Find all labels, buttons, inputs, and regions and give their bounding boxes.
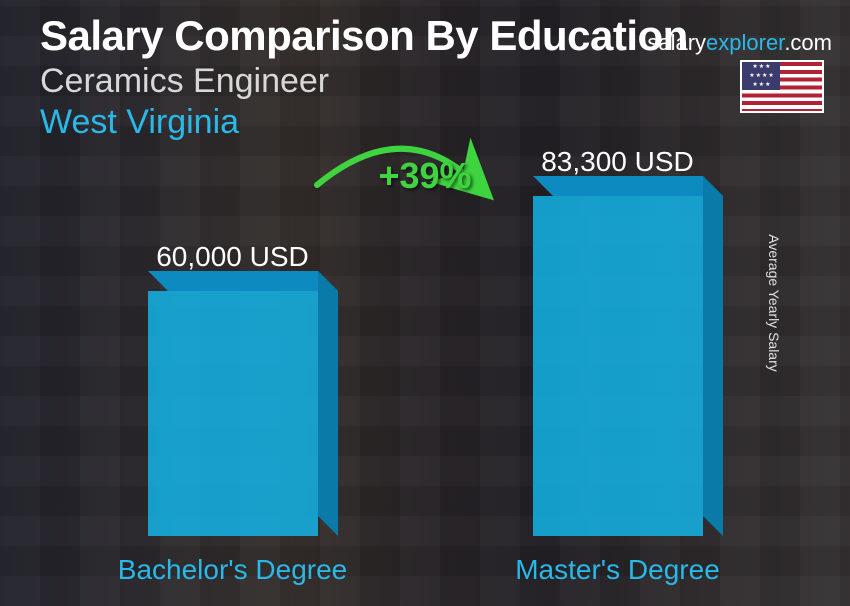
bar-category-label: Bachelor's Degree: [83, 554, 383, 586]
chart-area: +39% 60,000 USD Bachelor's Degree 83,300…: [40, 160, 810, 591]
bar-side-face: [318, 271, 338, 536]
bar-front-face: [533, 196, 703, 536]
chart-subtitle: Ceramics Engineer: [40, 62, 830, 101]
brand-part2: explorer: [706, 30, 784, 55]
bars-container: 60,000 USD Bachelor's Degree 83,300 USD …: [40, 186, 810, 536]
brand-part3: .com: [784, 30, 832, 55]
bar-3d: [533, 196, 703, 536]
bar-top-face: [533, 176, 723, 196]
bar-top-face: [148, 271, 338, 291]
bar-front-face: [148, 291, 318, 536]
bar-category-label: Master's Degree: [468, 554, 768, 586]
bar-group-masters: 83,300 USD Master's Degree: [478, 146, 758, 536]
bar-3d: [148, 291, 318, 536]
bar-side-face: [703, 176, 723, 536]
bar-value-label: 60,000 USD: [156, 241, 309, 273]
brand-logo: salaryexplorer.com: [647, 30, 832, 56]
bar-value-label: 83,300 USD: [541, 146, 694, 178]
us-flag-icon: [740, 60, 824, 113]
brand-part1: salary: [647, 30, 706, 55]
bar-group-bachelors: 60,000 USD Bachelor's Degree: [93, 241, 373, 536]
